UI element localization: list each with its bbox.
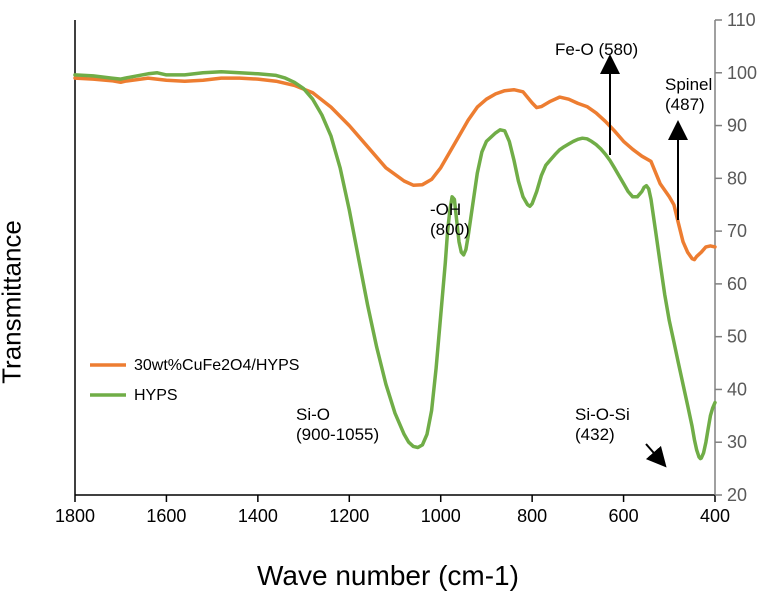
x-tick-label: 1200 xyxy=(329,506,369,526)
ftir-chart: Transmittance Wave number (cm-1) 1800 160… xyxy=(0,0,776,604)
x-tick-label: 1000 xyxy=(421,506,461,526)
annotation-oh: -OH xyxy=(430,200,461,219)
series-line xyxy=(75,78,715,260)
annotation-sio: (900-1055) xyxy=(296,425,379,444)
x-tick-label: 1400 xyxy=(238,506,278,526)
y-tick-label: 70 xyxy=(727,221,747,241)
y-tick-label: 100 xyxy=(727,63,757,83)
chart-svg: 1800 1600 1400 1200 1000 800 600 40020 30 40 50 60 7… xyxy=(0,0,776,604)
annotation-siosi: Si-O-Si xyxy=(575,405,630,424)
annotation-oh: (800) xyxy=(430,220,470,239)
annotation-arrow-siosi-arrow xyxy=(646,444,660,460)
annotation-spinel: Spinel xyxy=(665,75,712,94)
y-tick-label: 90 xyxy=(727,116,747,136)
legend-label: HYPS xyxy=(134,387,178,404)
y-tick-label: 60 xyxy=(727,274,747,294)
y-tick-label: 80 xyxy=(727,168,747,188)
y-tick-label: 50 xyxy=(727,327,747,347)
x-axis-label: Wave number (cm-1) xyxy=(257,560,519,592)
x-tick-label: 600 xyxy=(609,506,639,526)
x-tick-label: 800 xyxy=(517,506,547,526)
y-tick-label: 110 xyxy=(727,10,756,30)
x-tick-label: 1800 xyxy=(55,506,95,526)
annotation-spinel: (487) xyxy=(665,95,705,114)
y-tick-label: 40 xyxy=(727,379,747,399)
y-axis-label: Transmittance xyxy=(0,220,28,384)
y-tick-label: 30 xyxy=(727,432,747,452)
x-tick-label: 400 xyxy=(700,506,730,526)
legend-label: 30wt%CuFe2O4/HYPS xyxy=(134,357,299,374)
annotation-feo: Fe-O (580) xyxy=(555,40,638,59)
annotation-siosi: (432) xyxy=(575,425,615,444)
y-tick-label: 20 xyxy=(727,485,747,505)
annotation-sio: Si-O xyxy=(296,405,330,424)
x-tick-label: 1600 xyxy=(146,506,186,526)
